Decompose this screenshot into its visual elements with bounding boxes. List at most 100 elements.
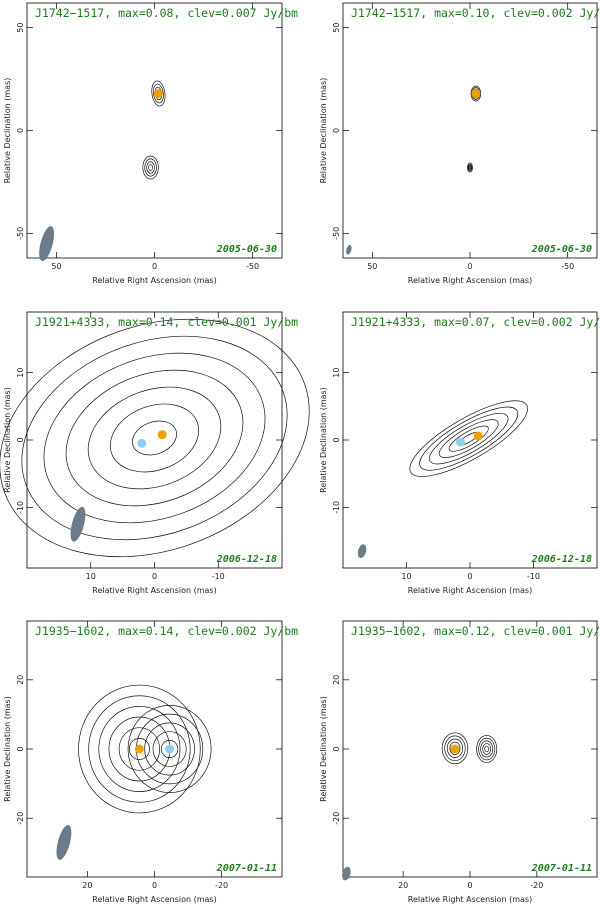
contour-map — [409, 400, 529, 477]
contour-map — [0, 318, 310, 558]
plot-frame — [26, 311, 283, 569]
y-tick-label: 0 — [332, 437, 341, 442]
x-tick-label: -20 — [215, 881, 228, 890]
y-tick-label: 0 — [16, 746, 25, 751]
contour-level — [476, 735, 498, 763]
x-tick-label: -50 — [561, 262, 574, 271]
x-tick-label: 0 — [152, 262, 157, 271]
x-tick-label: 0 — [467, 262, 472, 271]
contour-level — [21, 335, 288, 541]
contour-map — [142, 80, 166, 180]
beam-ellipse — [70, 506, 86, 542]
contour-level — [419, 406, 519, 471]
observation-date: 2005-06-30 — [216, 244, 277, 255]
panel-title: J1921+4333, max=0.07, clev=0.002 Jy/bm — [351, 315, 600, 329]
x-tick-label: 50 — [367, 262, 377, 271]
panel-title: J1742−1517, max=0.08, clev=0.007 Jy/bm — [35, 6, 298, 20]
contour-level — [152, 731, 187, 767]
beam-ellipse — [342, 866, 351, 881]
x-tick-label: 20 — [82, 881, 92, 890]
contour-level — [118, 727, 161, 771]
plot-frame — [342, 311, 598, 569]
component-orange — [450, 744, 460, 754]
observation-date: 2007-01-11 — [216, 863, 277, 874]
contour-level — [438, 419, 499, 458]
contour-level — [446, 738, 464, 758]
contour-level — [409, 400, 529, 477]
contour-level — [146, 161, 155, 174]
component-orange — [153, 88, 163, 98]
contour-level — [148, 164, 153, 171]
y-axis-label: Relative Declination (mas) — [319, 387, 328, 493]
x-tick-label: -20 — [530, 881, 543, 890]
panel-6: 20 0 -20 -20 0 20 J1935−1602, max=0.12, clev=0… — [319, 620, 600, 904]
contour-level — [153, 83, 164, 104]
x-tick-label: -10 — [212, 572, 225, 581]
x-tick-label: -50 — [246, 262, 259, 271]
x-tick-label: 10 — [401, 572, 411, 581]
y-tick-label: 10 — [332, 368, 341, 378]
contour-level — [0, 318, 310, 558]
y-axis-label: Relative Declination (mas) — [3, 78, 12, 184]
y-tick-label: -10 — [332, 501, 341, 514]
panel-2: 50 0 -50 -50 0 50 J1742−1517, max=0.10, clev=0… — [319, 2, 600, 285]
contour-level — [470, 85, 482, 102]
y-tick-label: 50 — [332, 23, 341, 33]
panel-title: J1742−1517, max=0.10, clev=0.002 Jy/bm — [351, 6, 600, 20]
y-axis-label: Relative Declination (mas) — [319, 696, 328, 802]
contour-level — [87, 386, 222, 490]
contour-level — [467, 163, 473, 172]
x-tick-label: 0 — [467, 572, 472, 581]
contour-level — [467, 162, 473, 173]
x-tick-label: 0 — [152, 572, 157, 581]
y-tick-label: 0 — [16, 128, 25, 133]
x-axis-label: Relative Right Ascension (mas) — [92, 895, 216, 904]
beam-ellipse — [357, 544, 367, 558]
panel-5: 20 0 -20 -20 0 20 J1935−1602, max=0.14, clev=0… — [3, 620, 298, 904]
contour-level — [144, 158, 157, 177]
contour-level — [151, 80, 166, 107]
contour-level — [478, 737, 496, 761]
panel-1: 50 0 -50 -50 0 50 J1742−1517, max=0.08, clev=0… — [3, 2, 298, 285]
x-axis-label: Relative Right Ascension (mas) — [408, 895, 532, 904]
contour-level — [441, 732, 469, 765]
y-tick-label: 10 — [16, 368, 25, 378]
contour-level — [88, 695, 191, 803]
y-tick-label: 0 — [332, 746, 341, 751]
x-tick-label: 50 — [51, 262, 61, 271]
contour-level — [128, 737, 150, 761]
y-tick-label: 0 — [332, 128, 341, 133]
x-tick-label: -10 — [527, 572, 540, 581]
contour-level — [132, 420, 177, 456]
contour-level — [43, 352, 266, 524]
component-blue — [137, 438, 147, 448]
contour-map — [467, 85, 482, 173]
contour-map — [441, 732, 498, 765]
plot-frame — [342, 2, 598, 259]
component-orange — [157, 430, 167, 440]
component-orange — [473, 431, 483, 441]
beam-ellipse — [346, 244, 352, 255]
contour-level — [78, 684, 201, 814]
plot-frame — [26, 2, 283, 259]
x-axis-label: Relative Right Ascension (mas) — [92, 586, 216, 595]
y-axis-label: Relative Declination (mas) — [3, 696, 12, 802]
contour-level — [142, 155, 159, 180]
x-tick-label: 10 — [86, 572, 96, 581]
observation-date: 2005-06-30 — [531, 244, 592, 255]
observation-date: 2007-01-11 — [531, 863, 592, 874]
beam-ellipse — [39, 226, 55, 262]
plot-frame — [342, 620, 598, 878]
contour-map — [78, 684, 212, 814]
y-tick-label: -50 — [16, 227, 25, 240]
y-tick-label: -10 — [16, 501, 25, 514]
observation-date: 2006-12-18 — [531, 554, 592, 565]
contour-level — [448, 425, 489, 452]
contour-level — [160, 739, 179, 759]
observation-date: 2006-12-18 — [216, 554, 277, 565]
y-tick-label: -20 — [16, 812, 25, 825]
y-tick-label: 20 — [16, 675, 25, 685]
panel-3: 10 0 -10 -10 0 10 J1921+4333, max=0.14, clev=0… — [0, 311, 310, 595]
contour-level — [480, 740, 494, 758]
